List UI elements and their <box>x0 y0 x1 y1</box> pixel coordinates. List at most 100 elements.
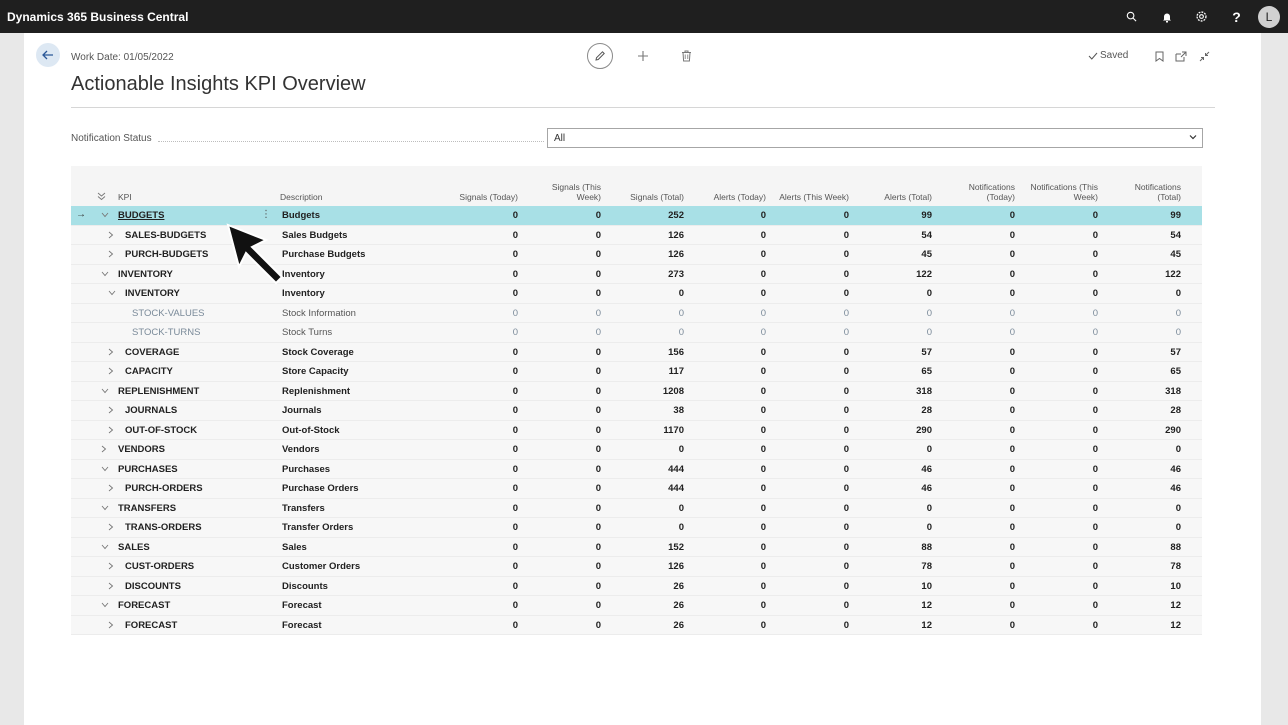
kpi-code[interactable]: PURCHASES <box>118 463 178 475</box>
chevron-right-icon[interactable] <box>108 562 114 572</box>
table-row[interactable]: REPLENISHMENT Replenishment 0 0 1208 0 0 318 0 0 3… <box>71 381 1202 401</box>
kpi-code[interactable]: CUST-ORDERS <box>125 561 195 572</box>
bookmark-icon[interactable] <box>1151 48 1167 64</box>
col-alerts-week[interactable]: Alerts (This Week) <box>779 192 849 202</box>
kpi-code[interactable]: VENDORS <box>118 444 165 455</box>
chevron-right-icon[interactable] <box>108 621 114 631</box>
notification-status-select[interactable]: All <box>547 128 1203 148</box>
chevron-down-icon[interactable] <box>101 543 109 552</box>
kpi-code[interactable]: JOURNALS <box>125 405 178 416</box>
kpi-code[interactable]: SALES <box>118 541 150 553</box>
col-signals-total[interactable]: Signals (Total) <box>630 192 684 202</box>
table-row[interactable]: PURCH-ORDERS Purchase Orders 0 0 444 0 0 46 0 0 46 <box>71 479 1202 499</box>
chevron-right-icon[interactable] <box>108 523 114 533</box>
table-row[interactable]: SALES Sales 0 0 152 0 0 88 0 0 88 <box>71 537 1202 557</box>
cell-notifications-week: 0 <box>1092 483 1098 494</box>
kpi-code[interactable]: TRANSFERS <box>118 502 177 514</box>
cell-notifications-today: 0 <box>1009 405 1015 416</box>
chevron-right-icon[interactable] <box>108 406 114 416</box>
help-icon[interactable]: ? <box>1232 8 1241 25</box>
cell-signals-today: 0 <box>512 249 518 260</box>
table-row[interactable]: INVENTORY Inventory 0 0 0 0 0 0 0 0 0 <box>71 284 1202 304</box>
cell-alerts-week: 0 <box>843 561 849 572</box>
table-row[interactable]: INVENTORY Inventory 0 0 273 0 0 122 0 0 122 <box>71 264 1202 284</box>
cell-alerts-week: 0 <box>843 346 849 358</box>
app-title[interactable]: Dynamics 365 Business Central <box>7 9 189 24</box>
table-row[interactable]: PURCH-BUDGETS Purchase Budgets 0 0 126 0 0 45 0 0… <box>71 245 1202 265</box>
chevron-right-icon[interactable] <box>108 367 114 377</box>
new-button[interactable] <box>634 47 652 65</box>
edit-button[interactable] <box>587 43 613 69</box>
search-icon[interactable] <box>1114 0 1149 33</box>
table-row[interactable]: SALES-BUDGETS Sales Budgets 0 0 126 0 0 54 0 0 54 <box>71 225 1202 245</box>
kpi-code[interactable]: REPLENISHMENT <box>118 385 200 397</box>
col-alerts-total[interactable]: Alerts (Total) <box>884 192 932 202</box>
cell-notifications-total: 99 <box>1170 210 1181 221</box>
kpi-code[interactable]: PURCH-ORDERS <box>125 483 203 494</box>
col-signals-week[interactable]: Signals (This Week) <box>551 182 601 202</box>
row-actions-icon[interactable]: ⋮ <box>261 209 271 220</box>
kpi-description: Customer Orders <box>282 561 361 572</box>
kpi-code[interactable]: TRANS-ORDERS <box>125 522 202 533</box>
kpi-code[interactable]: INVENTORY <box>125 288 180 299</box>
table-row[interactable]: TRANS-ORDERS Transfer Orders 0 0 0 0 0 0 0 0 0 <box>71 518 1202 538</box>
table-row[interactable]: CAPACITY Store Capacity 0 0 117 0 0 65 0 0 65 <box>71 362 1202 382</box>
kpi-code[interactable]: FORECAST <box>125 619 178 631</box>
collapse-all-icon[interactable] <box>97 192 106 201</box>
col-signals-today[interactable]: Signals (Today) <box>459 192 518 202</box>
kpi-code[interactable]: OUT-OF-STOCK <box>125 424 198 436</box>
table-row[interactable]: PURCHASES Purchases 0 0 444 0 0 46 0 0 46 <box>71 459 1202 479</box>
table-row[interactable]: FORECAST Forecast 0 0 26 0 0 12 0 0 12 <box>71 596 1202 616</box>
kpi-code[interactable]: COVERAGE <box>125 346 180 358</box>
gear-icon[interactable] <box>1184 0 1219 33</box>
kpi-code[interactable]: BUDGETS <box>118 210 165 221</box>
back-button[interactable] <box>36 43 60 67</box>
chevron-right-icon[interactable] <box>108 231 114 241</box>
table-row[interactable]: TRANSFERS Transfers 0 0 0 0 0 0 0 0 0 <box>71 498 1202 518</box>
chevron-down-icon[interactable] <box>101 504 109 513</box>
kpi-code[interactable]: FORECAST <box>118 600 171 611</box>
table-row[interactable]: VENDORS Vendors 0 0 0 0 0 0 0 0 0 <box>71 440 1202 460</box>
chevron-down-icon[interactable] <box>108 289 116 298</box>
kpi-code[interactable]: STOCK-TURNS <box>132 327 201 338</box>
kpi-code[interactable]: STOCK-VALUES <box>132 307 205 319</box>
chevron-right-icon[interactable] <box>108 348 114 358</box>
kpi-code[interactable]: PURCH-BUDGETS <box>125 249 209 260</box>
delete-button[interactable] <box>677 47 695 65</box>
col-notifications-total[interactable]: Notifications (Total) <box>1134 182 1181 202</box>
chevron-right-icon[interactable] <box>108 426 114 436</box>
table-row[interactable]: COVERAGE Stock Coverage 0 0 156 0 0 57 0 0 57 <box>71 342 1202 362</box>
table-row[interactable]: OUT-OF-STOCK Out-of-Stock 0 0 1170 0 0 290 0 0 290 <box>71 420 1202 440</box>
kpi-code[interactable]: DISCOUNTS <box>125 580 181 592</box>
col-notifications-today[interactable]: Notifications (Today) <box>968 182 1015 202</box>
table-row[interactable]: STOCK-TURNS Stock Turns 0 0 0 0 0 0 0 0 0 <box>71 323 1202 343</box>
table-row[interactable]: JOURNALS Journals 0 0 38 0 0 28 0 0 28 <box>71 401 1202 421</box>
chevron-down-icon[interactable] <box>101 211 109 220</box>
collapse-icon[interactable] <box>1196 48 1212 64</box>
chevron-right-icon[interactable] <box>108 250 114 260</box>
col-alerts-today[interactable]: Alerts (Today) <box>713 192 766 202</box>
chevron-down-icon[interactable] <box>101 387 109 396</box>
table-row[interactable]: STOCK-VALUES Stock Information 0 0 0 0 0 0 0 0 0 <box>71 303 1202 323</box>
table-row[interactable]: → BUDGETS ⋮ Budgets 0 0 252 0 0 99 0 0 99 <box>71 206 1202 226</box>
bell-icon[interactable] <box>1149 0 1184 33</box>
open-new-window-icon[interactable] <box>1173 48 1189 64</box>
cell-signals-week: 0 <box>595 346 601 358</box>
kpi-code[interactable]: CAPACITY <box>125 366 173 377</box>
chevron-down-icon[interactable] <box>101 270 109 279</box>
chevron-right-icon[interactable] <box>108 582 114 592</box>
table-row[interactable]: CUST-ORDERS Customer Orders 0 0 126 0 0 78 0 0 78 <box>71 557 1202 577</box>
kpi-code[interactable]: SALES-BUDGETS <box>125 229 207 241</box>
chevron-down-icon[interactable] <box>101 465 109 474</box>
kpi-code[interactable]: INVENTORY <box>118 268 173 280</box>
chevron-down-icon[interactable] <box>101 601 109 610</box>
col-description[interactable]: Description <box>280 192 323 202</box>
cell-notifications-today: 0 <box>1009 522 1015 533</box>
avatar[interactable]: L <box>1258 5 1280 28</box>
col-notifications-week[interactable]: Notifications (This Week) <box>1030 182 1098 202</box>
table-row[interactable]: DISCOUNTS Discounts 0 0 26 0 0 10 0 0 10 <box>71 576 1202 596</box>
col-kpi[interactable]: KPI <box>118 192 132 202</box>
table-row[interactable]: FORECAST Forecast 0 0 26 0 0 12 0 0 12 <box>71 615 1202 635</box>
chevron-right-icon[interactable] <box>101 445 107 455</box>
chevron-right-icon[interactable] <box>108 484 114 494</box>
